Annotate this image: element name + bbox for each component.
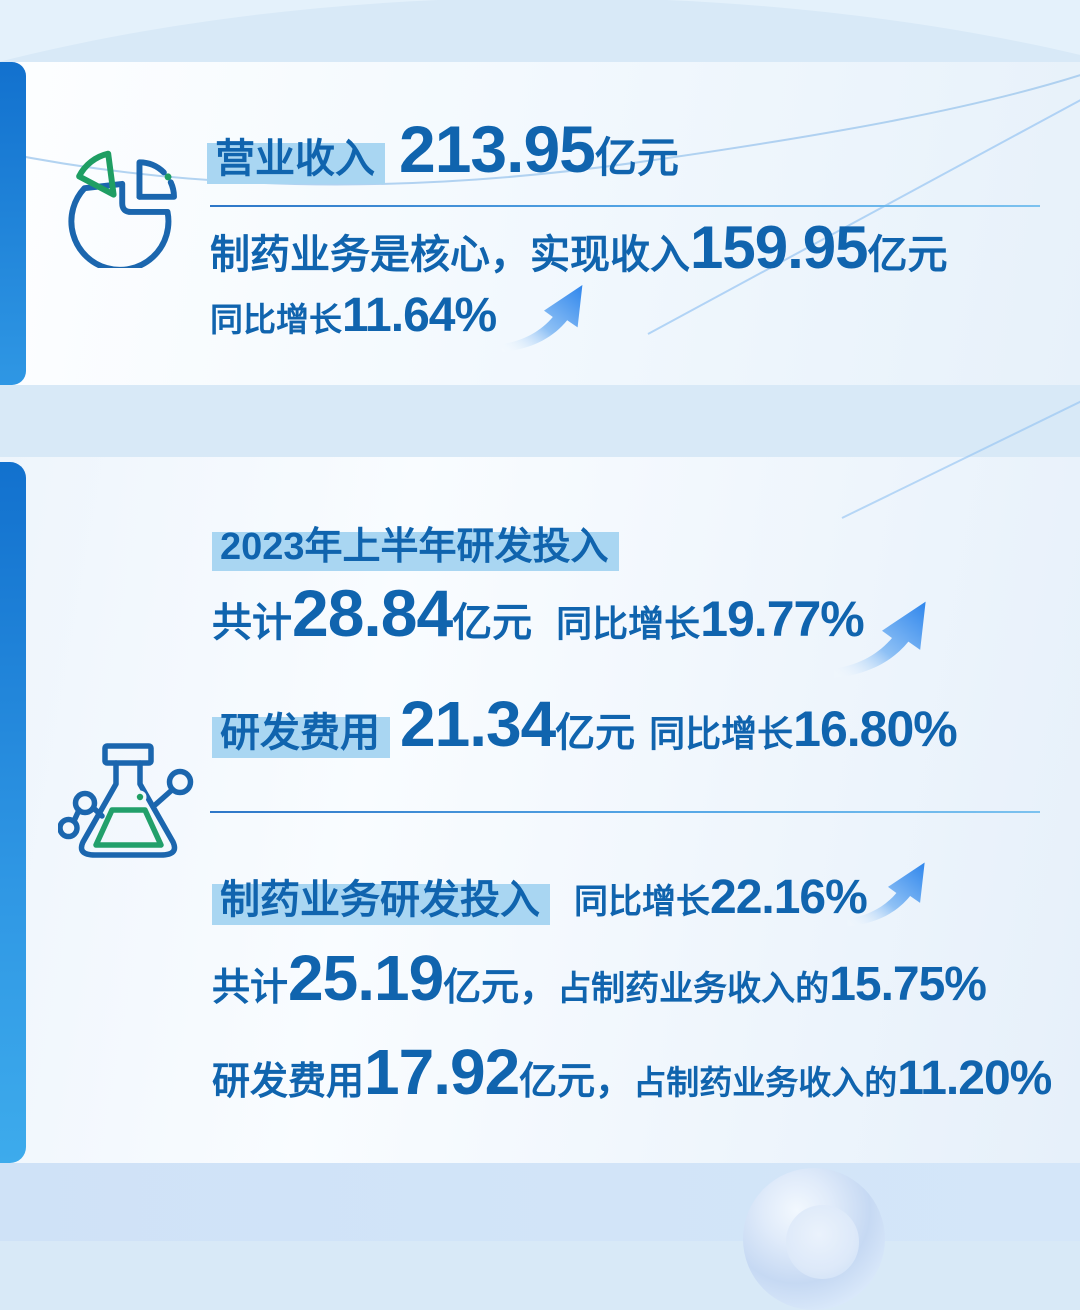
revenue-detail: 制药业务是核心，实现收入159.95亿元 [210, 218, 948, 278]
rd-total-unit: 亿元 [452, 601, 533, 645]
revenue-detail-value: 159.95 [690, 214, 869, 281]
pharma-rd-expense-label: 研发费用 [212, 1061, 365, 1103]
revenue-label: 营业收入 [207, 137, 385, 184]
rd-total-growth-value: 19.77% [700, 591, 865, 647]
rd-card [0, 457, 1080, 1163]
bubble-decor [743, 1168, 885, 1310]
pharma-rd-expense-share-value: 11.20% [897, 1052, 1052, 1105]
rd-total-label: 共计 [212, 601, 292, 645]
up-arrow-icon [847, 862, 925, 927]
pharma-rd-expense-share-label: 占制药业务收入的 [633, 1064, 898, 1101]
rd-card-accent-bar [0, 462, 26, 1163]
up-arrow-icon [833, 601, 926, 678]
bubble-inner-highlight [785, 1204, 860, 1279]
revenue-value: 213.95 [399, 112, 596, 186]
pharma-rd-total-label: 共计 [212, 967, 289, 1009]
rd-expense-growth-label: 同比增长 [649, 713, 794, 754]
revenue-growth-value: 11.64% [342, 289, 497, 342]
rd-expense-label: 研发费用 [212, 711, 390, 758]
rd-header: 2023年上半年研发投入 [212, 526, 619, 571]
revenue-detail-prefix: 制药业务是核心，实现收入 [210, 233, 690, 277]
flask-icon [57, 736, 198, 876]
rd-total-growth-label: 同比增长 [556, 603, 701, 644]
rd-total-value: 28.84 [292, 576, 453, 650]
pharma-rd-total-value: 25.19 [288, 942, 444, 1014]
revenue-growth: 同比增长11.64% [210, 289, 497, 342]
pie-chart-icon [64, 144, 188, 273]
pharma-rd-total-share-value: 15.75% [829, 958, 987, 1011]
pharma-rd-total-unit: 亿元， [443, 967, 558, 1009]
pharma-rd-expense-unit: 亿元， [519, 1061, 634, 1103]
pharma-rd-total-share-label: 占制药业务收入的 [557, 970, 830, 1008]
rd-expense-value: 21.34 [400, 688, 556, 760]
rd-header-label: 2023年上半年研发投入 [212, 526, 619, 571]
revenue-card-accent-bar [0, 62, 26, 385]
revenue-headline: 营业收入 213.95亿元 [207, 116, 679, 184]
pharma-rd-total: 共计25.19亿元，占制药业务收入的15.75% [212, 946, 987, 1011]
rd-divider [210, 811, 1040, 813]
bottom-band [0, 1163, 1080, 1241]
rd-expense: 研发费用 21.34亿元 同比增长16.80% [212, 692, 958, 758]
pharma-rd-expense: 研发费用17.92亿元，占制药业务收入的11.20% [212, 1040, 1052, 1105]
up-arrow-icon [501, 285, 583, 353]
pharma-rd-expense-value: 17.92 [364, 1036, 520, 1108]
pharma-rd-growth-value: 22.16% [710, 871, 868, 924]
revenue-unit: 亿元 [594, 134, 679, 181]
revenue-detail-unit: 亿元 [867, 233, 948, 277]
pharma-rd-header: 制药业务研发投入 [212, 878, 550, 925]
revenue-growth-label: 同比增长 [210, 301, 342, 338]
revenue-divider [210, 205, 1040, 207]
rd-expense-growth-value: 16.80% [793, 701, 958, 757]
rd-total: 共计28.84亿元 同比增长19.77% [212, 580, 865, 647]
pharma-rd-growth-label: 同比增长 [574, 883, 710, 921]
pharma-rd-header-row: 制药业务研发投入 同比增长22.16% [212, 871, 868, 925]
rd-expense-unit: 亿元 [555, 711, 636, 755]
